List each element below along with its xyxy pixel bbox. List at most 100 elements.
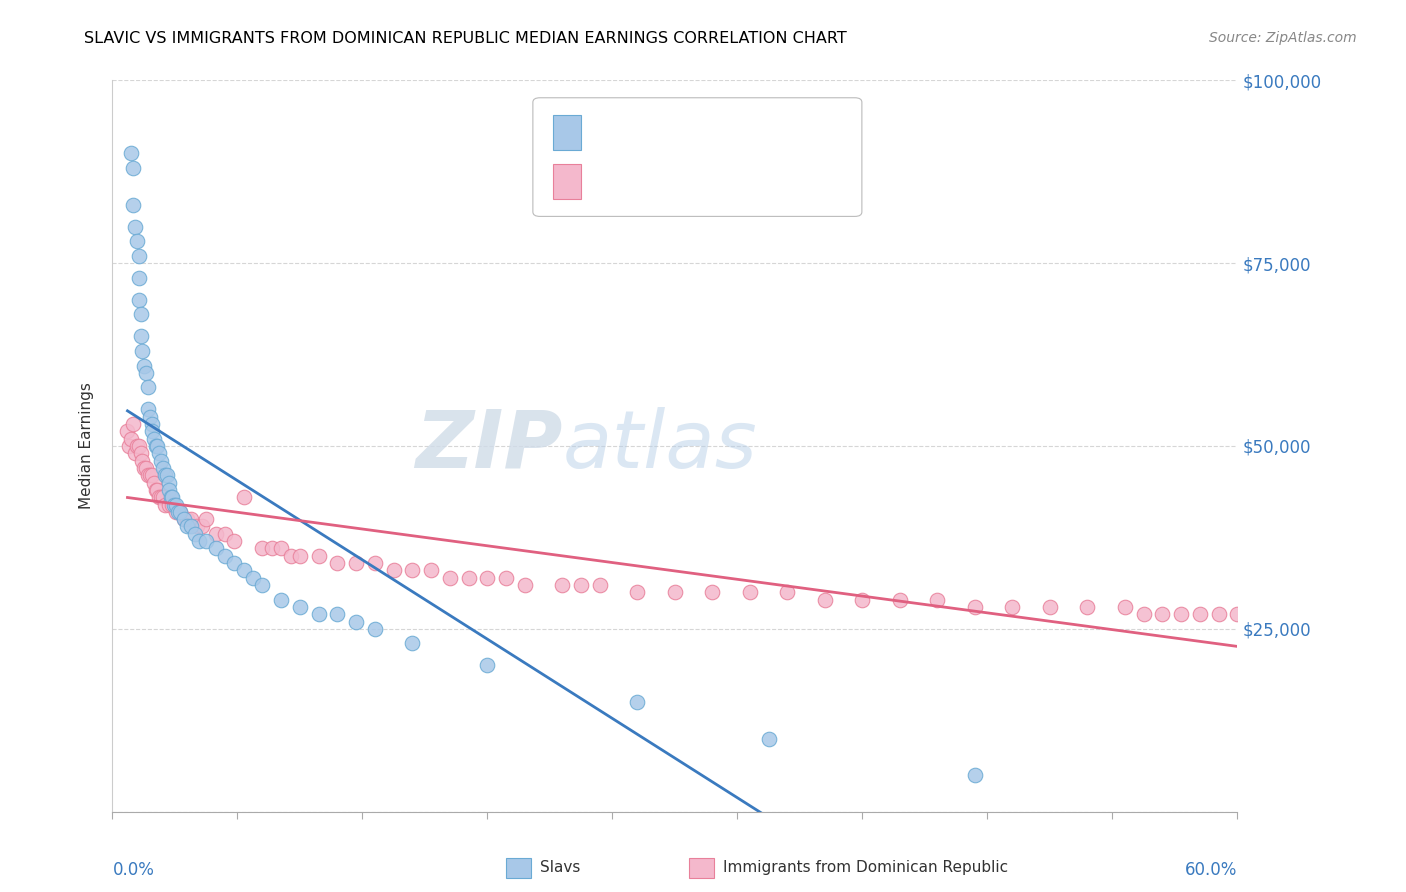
Point [157,483,180,497]
Point [280,549,302,563]
Point [186,519,208,533]
Point [173,512,195,526]
Point [252,578,274,592]
Point [129,329,152,343]
Text: N =: N = [650,174,693,189]
Point [157,498,180,512]
Point [150,490,173,504]
Point [569,578,592,592]
Point [776,585,799,599]
Text: Source: ZipAtlas.com: Source: ZipAtlas.com [1209,31,1357,45]
Point [146,483,169,497]
Point [117,425,139,439]
Point [167,505,190,519]
Point [169,505,191,519]
Point [288,599,311,614]
Point [1282,615,1305,629]
Point [176,519,198,533]
Text: atlas: atlas [562,407,758,485]
Point [136,402,159,417]
Point [129,307,152,321]
Point [124,446,146,460]
Point [142,432,165,446]
Point [364,556,387,570]
Point [165,505,187,519]
Text: 83: 83 [675,174,696,189]
Point [157,475,180,490]
Point [214,549,236,563]
Point [145,483,167,497]
Point [1264,615,1286,629]
Point [439,571,461,585]
Point [187,534,209,549]
Point [626,585,648,599]
Point [139,468,162,483]
Point [401,563,423,577]
Point [477,571,499,585]
Point [626,695,648,709]
Point [169,505,191,519]
Text: Immigrants from Dominican Republic: Immigrants from Dominican Republic [723,861,1008,875]
Point [146,439,169,453]
Point [159,490,181,504]
Point [141,417,163,431]
Point [162,490,184,504]
Point [1339,622,1361,636]
Point [195,512,218,526]
Point [1226,607,1249,622]
Point [128,293,150,307]
Text: 57: 57 [675,126,696,140]
Point [142,475,165,490]
Point [260,541,283,556]
Point [814,592,837,607]
Point [118,439,141,453]
Point [270,541,292,556]
Point [232,563,254,577]
Point [184,526,207,541]
Point [204,541,226,556]
Point [1132,607,1154,622]
Point [128,270,150,285]
Point [176,512,198,526]
Point [242,571,264,585]
Point [889,592,911,607]
Point [308,549,330,563]
Point [125,439,148,453]
Text: 0.0%: 0.0% [112,861,155,879]
Point [131,343,153,358]
Point [758,731,780,746]
Point [738,585,761,599]
Point [150,453,173,467]
Point [326,556,349,570]
Point [152,461,174,475]
Point [1076,599,1098,614]
Point [851,592,873,607]
Text: ZIP: ZIP [415,407,562,485]
Point [308,607,330,622]
Point [382,563,405,577]
Point [1376,585,1399,599]
Point [457,571,479,585]
Point [420,563,443,577]
Point [153,498,176,512]
Point [134,359,156,373]
Point [214,526,236,541]
Point [1114,599,1136,614]
Point [135,366,157,380]
Text: R =: R = [593,174,627,189]
Text: -0.446: -0.446 [616,126,671,140]
Point [131,453,153,467]
Y-axis label: Median Earnings: Median Earnings [79,383,94,509]
Point [401,636,423,650]
Point [156,468,179,483]
Point [664,585,686,599]
Point [153,468,176,483]
Point [122,417,145,431]
Point [513,578,536,592]
Point [589,578,612,592]
Point [204,526,226,541]
Point [145,439,167,453]
Point [477,658,499,673]
Point [702,585,724,599]
Point [270,592,292,607]
